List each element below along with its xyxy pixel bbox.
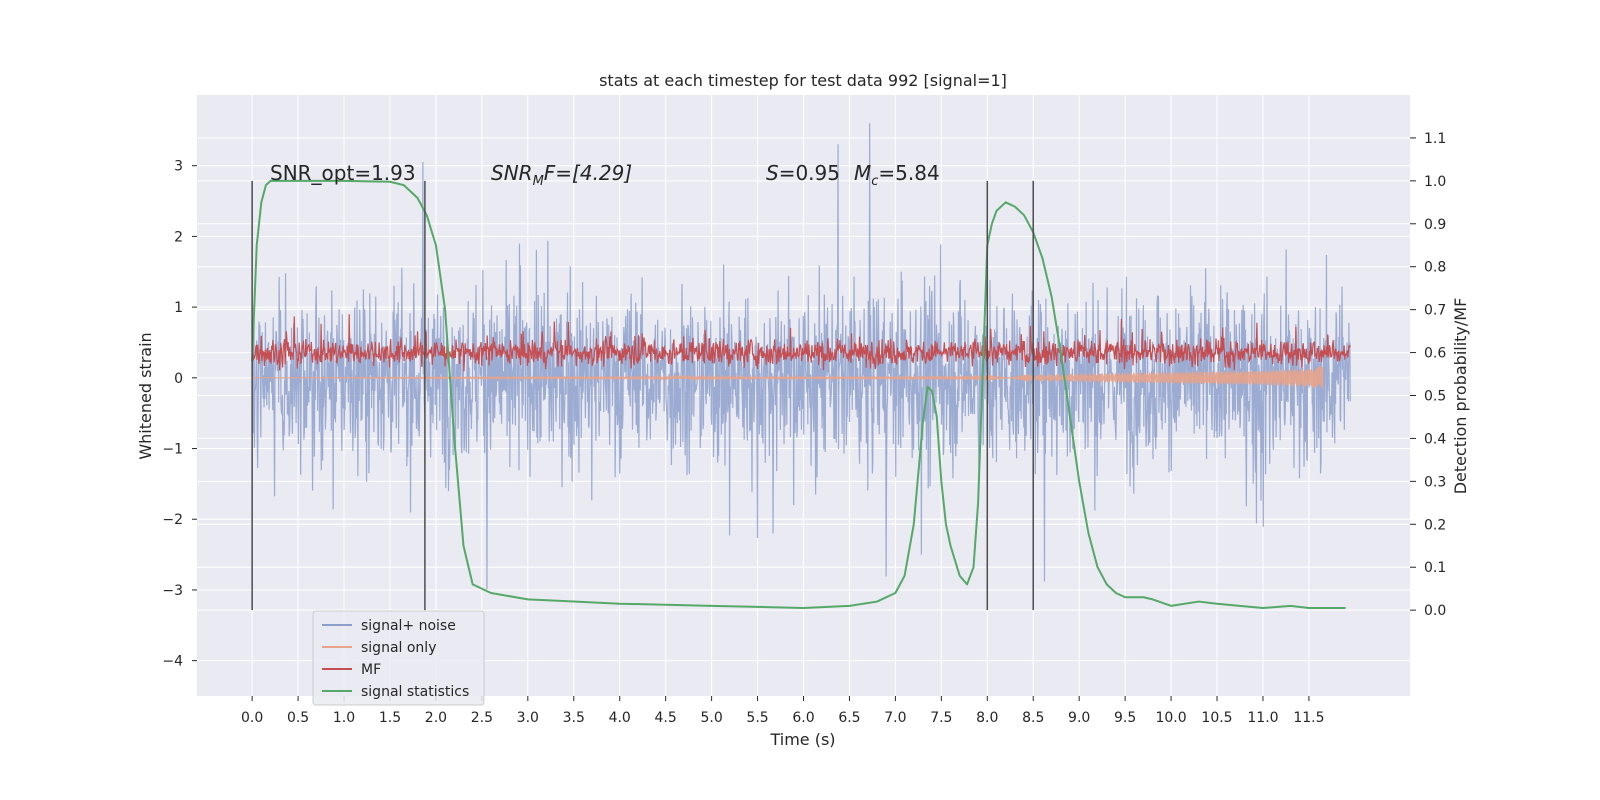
tick-labels: 0.0 0.5 1.0 1.5 2.0 2.5 3.0 3.5 4.0 4.5 5.0 5.5 6.0 6…: [162, 131, 1446, 726]
x-tick-label: 8.0: [976, 710, 998, 726]
legend-box: [312, 610, 485, 706]
y-tick-label: 3: [174, 159, 183, 175]
y2-tick-label: 0.1: [1424, 560, 1446, 576]
x-tick-label: 6.0: [792, 710, 814, 726]
series-signal-statistics-line: [251, 179, 1346, 609]
x-tick-label: 2.5: [471, 710, 493, 726]
series-mf-line: [251, 314, 1351, 372]
annotation-mc-value: =5.84: [878, 161, 939, 185]
x-axis-label: Time (s): [769, 730, 835, 749]
y2-tick-label: 0.0: [1424, 603, 1446, 619]
x-tick-label: 2.0: [425, 710, 447, 726]
annotation-snr-mf-label: SNR: [491, 161, 533, 185]
x-tick-label: 8.5: [1022, 710, 1044, 726]
x-tick-label: 5.5: [746, 710, 768, 726]
legend-label-signal-only: signal only: [361, 640, 436, 656]
legend-label-signal-noise: signal+ noise: [361, 618, 456, 634]
x-tick-label: 10.5: [1201, 710, 1232, 726]
x-tick-label: 11.0: [1247, 710, 1278, 726]
y2-tick-label: 0.7: [1424, 303, 1446, 319]
x-tick-label: 0.0: [241, 710, 263, 726]
chart-title: stats at each timestep for test data 992…: [599, 71, 1007, 90]
series-signal-noise-line: [251, 123, 1351, 590]
y2-tick-label: 0.2: [1424, 517, 1446, 533]
y2-tick-label: 0.6: [1424, 346, 1446, 362]
annotation-snr-opt: SNR_opt=1.93: [270, 161, 416, 185]
annotation-mc-label: M: [854, 161, 871, 185]
y2-tick-label: 0.9: [1424, 217, 1446, 233]
series-layer: [251, 123, 1351, 609]
y2-tick-label: 0.5: [1424, 389, 1446, 405]
x-tick-label: 7.5: [930, 710, 952, 726]
x-tick-label: 9.0: [1068, 710, 1090, 726]
y2-axis-label: Detection probability/MF: [1451, 298, 1470, 495]
y2-tick-label: 0.8: [1424, 260, 1446, 276]
y2-tick-label: 0.3: [1424, 474, 1446, 490]
x-tick-label: 7.0: [884, 710, 906, 726]
vertical-markers: [251, 180, 1034, 611]
x-tick-label: 5.0: [700, 710, 722, 726]
y-tick-label: −2: [162, 512, 183, 528]
x-tick-label: 10.0: [1155, 710, 1186, 726]
series-signal-only-line: [252, 366, 1324, 389]
annotation-s-mc: S=0.95 Mc=5.84: [766, 161, 940, 189]
legend-label-signal-statistics: signal statistics: [361, 684, 469, 700]
y-tick-label: 0: [174, 371, 183, 387]
x-tick-label: 3.5: [563, 710, 585, 726]
x-tick-label: 3.0: [517, 710, 539, 726]
y-tick-label: −4: [162, 654, 183, 670]
x-tick-label: 6.5: [838, 710, 860, 726]
y-axis-label: Whitened strain: [136, 332, 155, 459]
x-tick-label: 0.5: [287, 710, 309, 726]
annotation-snr-mf: SNRMF=[4.29]: [491, 161, 632, 189]
annotation-mc-subscript: c: [871, 174, 878, 189]
x-tick-label: 1.5: [379, 710, 401, 726]
legend: signal+ noise signal only MF signal stat…: [312, 610, 485, 706]
x-tick-label: 4.0: [609, 710, 631, 726]
x-tick-label: 1.0: [333, 710, 355, 726]
annotation-snr-mf-value: F=[4.29]: [544, 161, 632, 185]
annotation-snr-mf-subscript: M: [533, 174, 544, 189]
annotation-s-label: S: [766, 161, 779, 185]
y-tick-label: 1: [174, 300, 183, 316]
y-tick-label: −1: [162, 442, 183, 458]
x-tick-label: 9.5: [1114, 710, 1136, 726]
x-tick-label: 4.5: [655, 710, 677, 726]
y-tick-label: 2: [174, 229, 183, 245]
y2-tick-label: 1.1: [1424, 131, 1446, 147]
y2-tick-label: 1.0: [1424, 174, 1446, 190]
legend-label-mf: MF: [361, 662, 381, 678]
x-tick-label: 11.5: [1293, 710, 1324, 726]
y-tick-label: −3: [162, 583, 183, 599]
annotation-s-value: =0.95: [779, 161, 840, 185]
y2-tick-label: 0.4: [1424, 431, 1446, 447]
